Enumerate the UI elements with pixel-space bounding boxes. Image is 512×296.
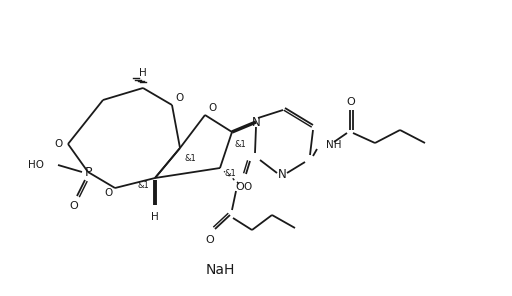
- Text: O: O: [55, 139, 63, 149]
- Text: &1: &1: [234, 139, 246, 149]
- Text: N: N: [251, 115, 261, 128]
- Text: &1: &1: [137, 181, 149, 191]
- Text: O: O: [70, 201, 78, 211]
- Text: O: O: [236, 182, 244, 192]
- Text: NH: NH: [326, 140, 342, 150]
- Text: N: N: [278, 168, 286, 181]
- Text: H: H: [139, 68, 147, 78]
- Text: O: O: [347, 97, 355, 107]
- Text: &1: &1: [184, 154, 196, 163]
- Text: O: O: [208, 103, 216, 113]
- Text: H: H: [151, 212, 159, 222]
- Text: P: P: [84, 165, 92, 178]
- Text: &1: &1: [224, 168, 236, 178]
- Text: O: O: [175, 93, 183, 103]
- Text: O: O: [206, 235, 215, 245]
- Text: O: O: [105, 188, 113, 198]
- Text: O: O: [243, 182, 251, 192]
- Text: HO: HO: [28, 160, 44, 170]
- Text: NaH: NaH: [205, 263, 234, 277]
